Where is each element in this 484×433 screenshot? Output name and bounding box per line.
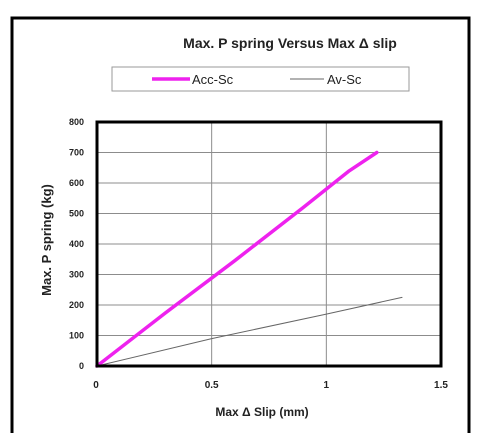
y-tick-label: 100: [69, 331, 84, 341]
y-tick-label: 400: [69, 239, 84, 249]
y-axis-label: Max. P spring (kg): [39, 184, 54, 296]
y-tick-label: 600: [69, 178, 84, 188]
legend-label-acc-sc: Acc-Sc: [192, 72, 234, 87]
x-axis-label: Max Δ Slip (mm): [215, 405, 308, 419]
legend-box: [111, 66, 410, 92]
series-line-av-sc: [96, 296, 403, 367]
figure-frame: [10, 16, 471, 433]
y-tick-label: 500: [69, 209, 84, 219]
y-tick-label: 200: [69, 300, 84, 310]
y-tick-label: 300: [69, 270, 84, 280]
x-tick-label: 1: [324, 380, 330, 391]
x-tick-label: 0.5: [205, 380, 219, 391]
x-tick-label: 0: [93, 380, 99, 391]
chart-title: Max. P spring Versus Max Δ slip: [183, 35, 397, 51]
legend-label-av-sc: Av-Sc: [327, 72, 362, 87]
series-line-acc-sc: [95, 150, 379, 368]
plot-border: [95, 120, 443, 368]
legend: Acc-Sc Av-Sc: [111, 66, 410, 92]
y-tick-label: 0: [79, 361, 84, 371]
plot-area: 0 0.5 1 1.5 0 100 200 300 400 500 600 700 800: [69, 117, 448, 391]
y-tick-label: 800: [69, 117, 84, 127]
y-tick-label: 700: [69, 148, 84, 158]
x-tick-label: 1.5: [434, 380, 448, 391]
